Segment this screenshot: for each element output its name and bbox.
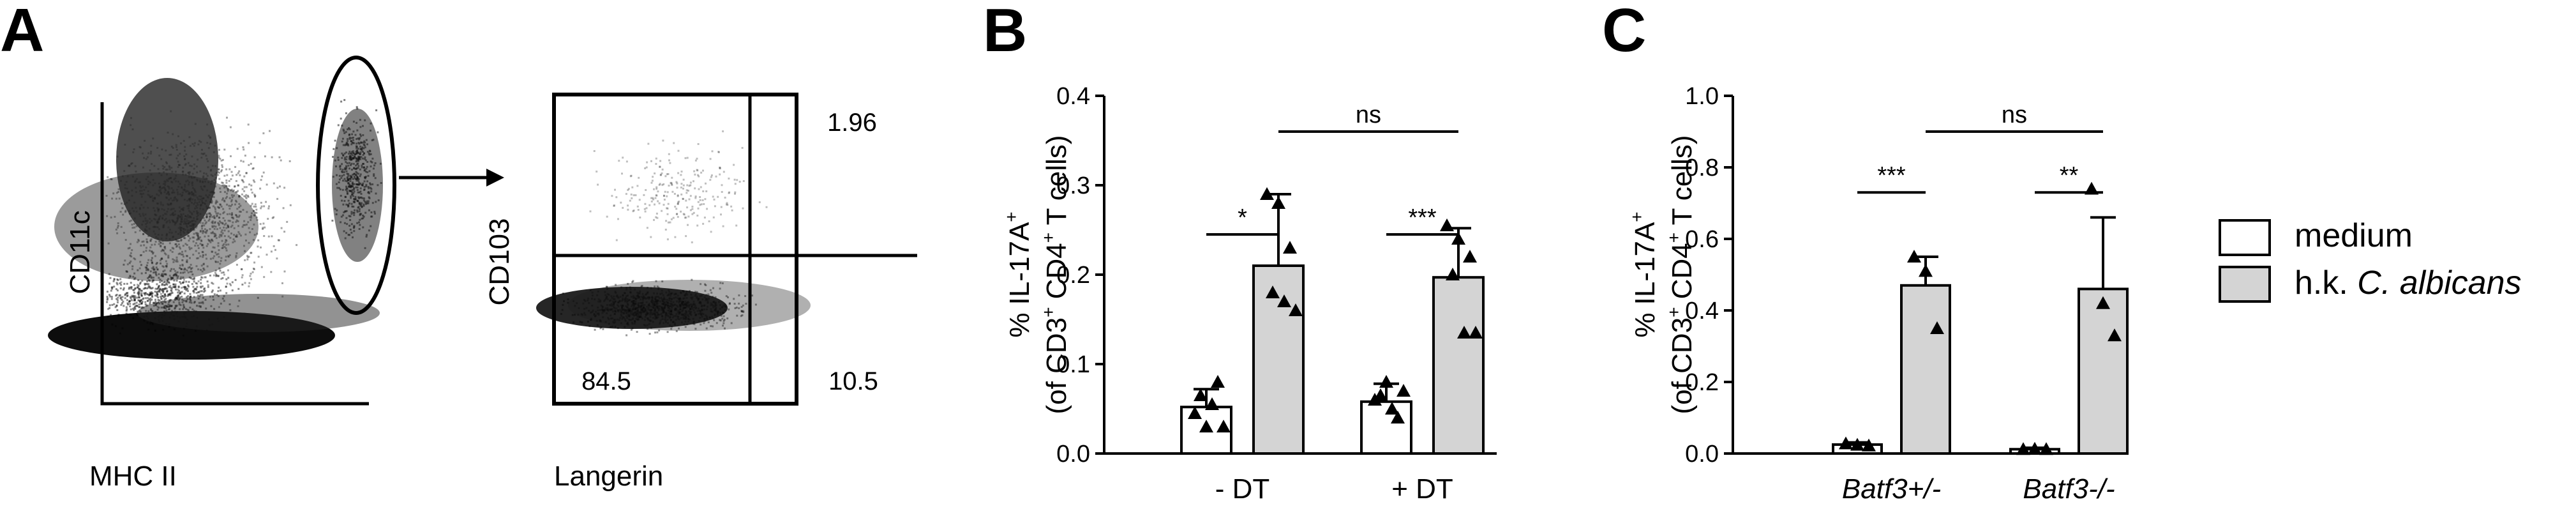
chart-b-data-point — [1397, 384, 1411, 397]
chart-c-significance-label: *** — [1877, 162, 1906, 189]
chart-c-ytick-label: 0.0 — [1685, 441, 1719, 468]
chart-b-bar — [1432, 276, 1485, 455]
chart-c-ytick-label: 1.0 — [1685, 83, 1719, 110]
chart-b-data-point — [1451, 232, 1465, 245]
chart-c-ytick-label: 0.8 — [1685, 155, 1719, 181]
chart-b-data-point — [1217, 420, 1231, 432]
chart-c-ylabel-line2: (of CD3+ CD4+ T cells) — [1664, 135, 1698, 415]
legend-label-albicans: h.k. C. albicans — [2295, 264, 2522, 301]
chart-b-significance-label: *** — [1408, 204, 1437, 231]
chart-c-significance-label: ns — [2002, 102, 2027, 128]
chart-c-bar — [2078, 287, 2129, 455]
legend-swatch-medium — [2219, 219, 2271, 256]
chart-b: 0.0 0.1 0.2 0.3 0.4 % IL-17A+(of CD3+ CD4+ T … — [1001, 83, 1497, 505]
chart-b-category-label: - DT — [1215, 473, 1270, 505]
chart-b-data-point — [1211, 375, 1225, 388]
chart-b-ylabel-line1: % IL-17A+ — [1001, 211, 1035, 337]
chart-b-data-point — [1271, 196, 1285, 209]
legend: medium h.k. C. albicans — [2219, 217, 2522, 303]
chart-b-data-point — [1205, 397, 1219, 410]
chart-b-data-point — [1260, 187, 1274, 200]
chart-b-data-point — [1289, 303, 1303, 316]
chart-b-data-point — [1374, 388, 1388, 401]
chart-b-data-point — [1194, 388, 1208, 401]
gate-arrow-head — [486, 169, 504, 187]
chart-b-ytick-label: 0.3 — [1056, 172, 1090, 199]
chart-b-data-point — [1277, 294, 1291, 307]
chart-b-data-point — [1188, 406, 1202, 419]
legend-label-medium: medium — [2295, 217, 2413, 254]
chart-b-bar — [1360, 400, 1412, 455]
chart-c-data-point — [2108, 328, 2122, 342]
chart-c-ylabel-line1: % IL-17A+ — [1627, 211, 1661, 337]
flow-plot-1-ylabel: CD11c — [64, 210, 96, 294]
chart-c-ytick-label: 0.6 — [1685, 226, 1719, 253]
chart-b-ytick-label: 0.4 — [1056, 83, 1090, 110]
chart-c-data-point — [1850, 438, 1864, 451]
chart-c-ytick-label: 0.4 — [1685, 298, 1719, 324]
chart-b-data-point — [1391, 411, 1405, 423]
chart-b-data-point — [1463, 250, 1477, 263]
chart-b-data-point — [1457, 326, 1471, 339]
quadrant-top-right-value: 1.96 — [827, 109, 877, 137]
chart-b-data-point — [1379, 375, 1393, 388]
flow-plot-1-xlabel: MHC II — [89, 461, 177, 492]
panel-c-letter: C — [1602, 0, 1646, 65]
panel-b-letter: B — [983, 0, 1027, 65]
chart-b-data-point — [1199, 420, 1213, 432]
chart-c-bar — [1900, 284, 1951, 455]
chart-b-bar — [1252, 264, 1305, 455]
gate-ellipse — [316, 56, 396, 315]
chart-b-data-point — [1469, 326, 1483, 339]
chart-b-data-point — [1283, 241, 1297, 254]
chart-c-data-point — [1839, 436, 1853, 450]
chart-c-significance-label: ** — [2060, 162, 2079, 189]
chart-b-ytick-label: 0.0 — [1056, 441, 1090, 468]
chart-b-data-point — [1446, 268, 1460, 280]
chart-c-data-point — [2096, 296, 2110, 309]
quadrant-bottom-right-value: 10.5 — [828, 367, 878, 395]
chart-b-ytick-label: 0.1 — [1056, 351, 1090, 378]
chart-b-significance-label: ns — [1356, 102, 1381, 128]
chart-b-data-point — [1440, 218, 1454, 231]
chart-c-data-point — [1930, 321, 1944, 334]
flow-plot-2-frame — [552, 93, 798, 406]
chart-c-category-label: Batf3+/- — [1842, 473, 1941, 505]
flow-plot-2: 1.96 84.5 10.5 CD103 Langerin — [484, 93, 917, 492]
chart-b-data-point — [1266, 286, 1280, 298]
chart-c-data-point — [2016, 442, 2030, 455]
chart-c-data-point — [2039, 442, 2053, 455]
chart-c-data-point — [1919, 264, 1933, 277]
chart-b-ytick-label: 0.2 — [1056, 262, 1090, 289]
chart-b-data-point — [1385, 402, 1399, 415]
flow-plot-1-axes — [100, 102, 369, 406]
panel-a-letter: A — [0, 0, 44, 65]
chart-c-category-label: Batf3-/- — [2023, 473, 2115, 505]
flow-plot-2-xlabel: Langerin — [554, 461, 663, 492]
chart-b-significance-label: * — [1238, 204, 1247, 231]
quadrant-bottom-left-value: 84.5 — [581, 367, 631, 395]
chart-c-data-point — [1862, 438, 1876, 452]
chart-b-category-label: + DT — [1391, 473, 1453, 505]
chart-c-data-point — [2028, 441, 2042, 455]
flow-plot-1: CD11c MHC II — [48, 56, 504, 492]
legend-swatch-albicans — [2219, 266, 2271, 303]
flow-plot-2-ylabel: CD103 — [484, 218, 515, 306]
chart-c-ytick-label: 0.2 — [1685, 369, 1719, 396]
chart-c: 0.0 0.2 0.4 0.6 0.8 1.0 % IL-17A+(of CD3+ CD4+… — [1627, 83, 2129, 505]
chart-b-ylabel-line2: (of CD3+ CD4+ T cells) — [1038, 135, 1072, 415]
chart-c-data-point — [1907, 250, 1921, 263]
